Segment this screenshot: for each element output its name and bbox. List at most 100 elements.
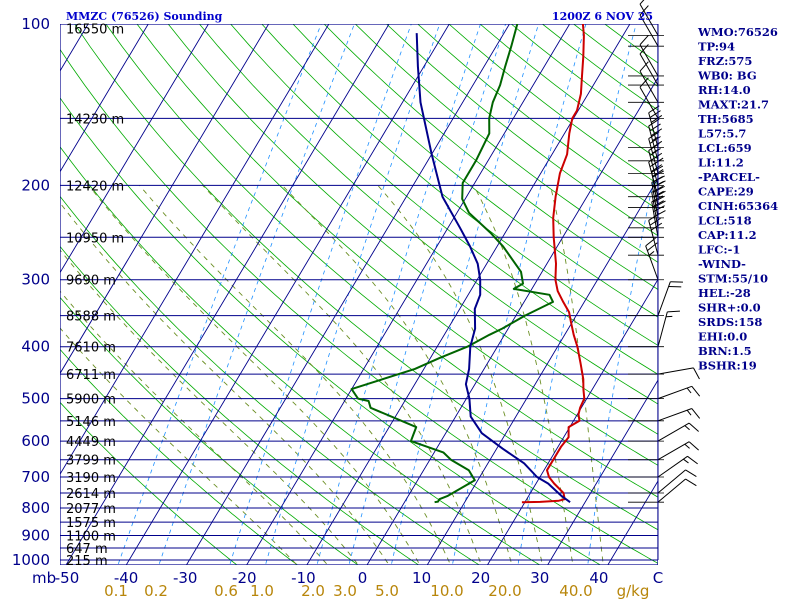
dry-adiabat	[261, 24, 658, 346]
wind-barb	[657, 455, 698, 478]
isotherm	[60, 24, 149, 173]
height-level-label: 16550 m	[66, 23, 124, 38]
wind-barb	[648, 105, 663, 148]
pressure-tick-label: 1000	[12, 551, 50, 569]
series-line-dewpoint	[350, 24, 554, 504]
sounding-index: LFC:-1	[698, 243, 740, 257]
moist-adiabat	[60, 249, 359, 565]
chart-title-station: MMZC (76526) Sounding	[66, 10, 223, 23]
sounding-index: -PARCEL-	[698, 170, 760, 184]
isotherm	[60, 24, 209, 274]
chart-title-time: 1200Z 6 NOV 25	[552, 10, 653, 23]
temperature-tick-label: 0	[358, 569, 368, 587]
moist-adiabat	[60, 290, 329, 565]
mixing-ratio-line	[452, 24, 587, 565]
moist-adiabat	[60, 202, 390, 565]
sounding-index: FRZ:575	[698, 54, 752, 68]
pressure-tick-label: 800	[21, 499, 50, 517]
temperature-tick-label: 30	[530, 569, 549, 587]
isotherm	[185, 24, 510, 565]
isotherm	[306, 24, 631, 565]
height-level-label: 9690 m	[66, 274, 116, 289]
dry-adiabat	[60, 245, 420, 565]
wind-barb	[657, 367, 700, 380]
isotherm	[547, 379, 658, 565]
height-level-label: 3799 m	[66, 454, 116, 469]
moist-adiabat	[60, 327, 298, 565]
height-level-label: 7610 m	[66, 341, 116, 356]
sounding-index: L57:5.7	[698, 127, 746, 141]
mixing-ratio-tick-label: 0.6	[214, 582, 238, 600]
dry-adiabat	[323, 24, 658, 290]
mixing-ratio-tick-label: 20.0	[488, 582, 521, 600]
pressure-tick-label: 700	[21, 468, 50, 486]
temperature-tick-label: -10	[291, 569, 316, 587]
moist-adiabat	[377, 185, 543, 565]
isotherm	[246, 24, 571, 565]
mixing-ratio-line	[265, 24, 441, 565]
wind-barb	[657, 441, 699, 461]
sounding-index: SRDS:158	[698, 315, 762, 329]
mixing-ratio-line	[390, 24, 539, 565]
sounding-index: WMO:76526	[697, 25, 778, 39]
pressure-tick-label: 300	[21, 271, 50, 289]
sounding-index: CAP:11.2	[698, 228, 757, 242]
sounding-index: WB0: BG	[697, 69, 757, 83]
sounding-index: STM:55/10	[698, 272, 768, 286]
pressure-tick-label: 500	[21, 390, 50, 408]
dry-adiabat	[355, 24, 658, 263]
dry-adiabat	[105, 24, 658, 498]
temperature-tick-label: -30	[173, 569, 198, 587]
dry-adiabat	[60, 401, 238, 565]
wind-barb	[657, 422, 699, 442]
temperature-tick-label: 20	[471, 569, 490, 587]
temperature-tick-label: 40	[589, 569, 608, 587]
temperature-tick-label: -40	[114, 569, 139, 587]
height-level-label: 2614 m	[66, 487, 116, 502]
dry-adiabat	[136, 24, 658, 466]
wind-barb	[648, 118, 663, 161]
wind-barb	[639, 44, 659, 86]
moist-adiabat	[549, 185, 604, 565]
sounding-index: -WIND-	[698, 257, 746, 271]
mixing-ratio-tick-label: 10.0	[430, 582, 463, 600]
wind-barb	[657, 385, 701, 400]
mixing-ratio-line	[229, 24, 412, 565]
pressure-tick-label: 600	[21, 432, 50, 450]
mixing-ratio-tick-label: 2.0	[301, 582, 325, 600]
mixing-ratio-tick-label: 40.0	[559, 582, 592, 600]
sounding-index: LCL:659	[698, 141, 752, 155]
dry-adiabat	[74, 24, 658, 531]
height-level-label: 14230 m	[66, 112, 124, 127]
mixing-ratio-line	[158, 24, 355, 565]
height-level-label: 10950 m	[66, 231, 124, 246]
pressure-tick-label: 900	[21, 526, 50, 544]
wind-barb	[657, 408, 701, 422]
isotherm	[125, 24, 450, 565]
dry-adiabat	[60, 97, 602, 565]
moist-adiabat	[139, 185, 452, 565]
wind-barb	[648, 213, 663, 256]
height-level-label: 5146 m	[66, 415, 116, 430]
sounding-index: EHI:0.0	[698, 330, 747, 344]
temperature-tick-label: C	[653, 569, 663, 587]
mixing-ratio-tick-label: 0.1	[104, 582, 128, 600]
sounding-index: SHR+:0.0	[698, 301, 761, 315]
background-lines	[60, 24, 658, 565]
sounding-index: LI:11.2	[698, 156, 744, 170]
wind-barb	[639, 77, 659, 119]
isotherm	[65, 24, 390, 565]
pressure-unit-label: mb	[32, 569, 56, 587]
height-level-label: 6711 m	[66, 368, 116, 383]
series-line-temperature	[521, 24, 586, 504]
wind-barb	[657, 469, 697, 494]
mixing-ratio-line	[587, 158, 658, 565]
sounding-index: BSHR:19	[698, 359, 757, 373]
mixing-ratio-tick-label: 5.0	[375, 582, 399, 600]
mixing-ratio-line	[316, 24, 481, 565]
isotherm	[426, 177, 658, 565]
wind-barb	[645, 237, 659, 280]
dry-adiabat	[230, 24, 658, 375]
mixing-ratio-tick-label: 3.0	[333, 582, 357, 600]
